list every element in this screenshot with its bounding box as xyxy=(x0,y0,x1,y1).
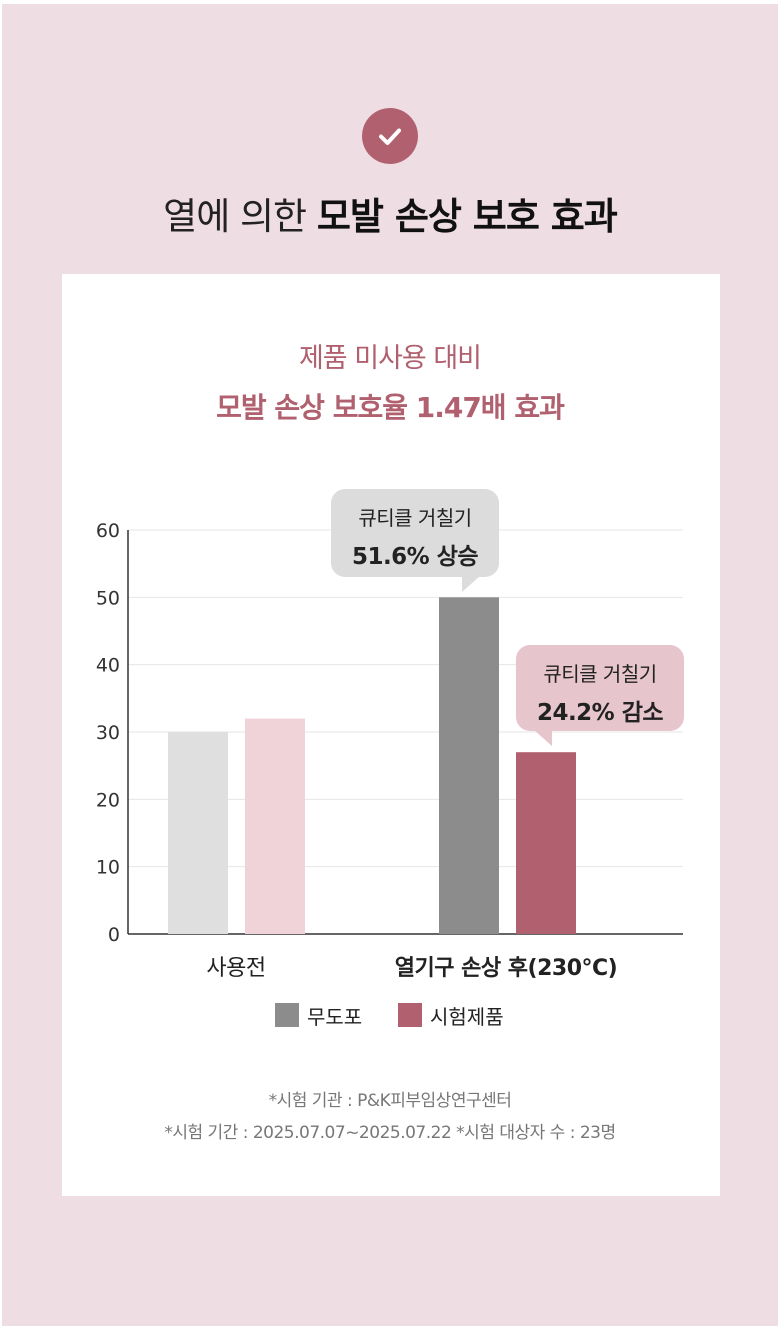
bar xyxy=(439,597,499,934)
legend-swatch xyxy=(275,1003,299,1027)
check-badge xyxy=(362,108,418,164)
card-subtitle-2: 모발 손상 보호율 1.47배 효과 xyxy=(216,391,565,424)
y-tick-label: 10 xyxy=(96,857,120,879)
callout-value: 51.6% 상승 xyxy=(351,544,479,570)
x-category-label: 사용전 xyxy=(206,956,266,981)
page-title-light: 열에 의한 xyxy=(163,195,307,238)
page-title: 열에 의한 모발 손상 보호 효과 xyxy=(0,186,780,240)
legend-label: 시험제품 xyxy=(430,1004,504,1029)
legend-item-product: 시험제품 xyxy=(398,1002,504,1029)
y-tick-label: 60 xyxy=(96,520,120,542)
callout-tail xyxy=(534,730,552,746)
x-category-label: 열기구 손상 후(230°C) xyxy=(394,956,618,981)
y-tick-label: 50 xyxy=(96,587,120,609)
callout-bubble-untreated: 큐티클 거칠기 51.6% 상승 xyxy=(331,489,499,577)
page-title-bold: 모발 손상 보호 효과 xyxy=(316,195,618,238)
check-icon xyxy=(379,128,401,145)
callout-value: 24.2% 감소 xyxy=(536,700,664,726)
y-tick-label: 20 xyxy=(96,789,120,811)
bar xyxy=(516,752,576,934)
footnote-institution: *시험 기관 : P&K피부임상연구센터 xyxy=(268,1091,512,1111)
y-tick-label: 30 xyxy=(96,722,120,744)
callout-bubble-product: 큐티클 거칠기 24.2% 감소 xyxy=(516,645,684,731)
y-tick-label: 40 xyxy=(96,655,120,677)
callout-tail xyxy=(462,576,480,592)
footnote-period: *시험 기간 : 2025.07.07~2025.07.22 *시험 대상자 수… xyxy=(164,1123,616,1143)
bar xyxy=(245,718,305,934)
legend-swatch xyxy=(398,1003,422,1027)
callout-label: 큐티클 거칠기 xyxy=(358,506,472,530)
card-subtitle-1: 제품 미사용 대비 xyxy=(298,343,482,374)
bar xyxy=(168,732,228,934)
legend-label: 무도포 xyxy=(307,1004,363,1029)
legend-item-untreated: 무도포 xyxy=(275,1002,363,1029)
y-tick-label: 0 xyxy=(108,924,120,946)
callout-label: 큐티클 거칠기 xyxy=(543,662,657,686)
